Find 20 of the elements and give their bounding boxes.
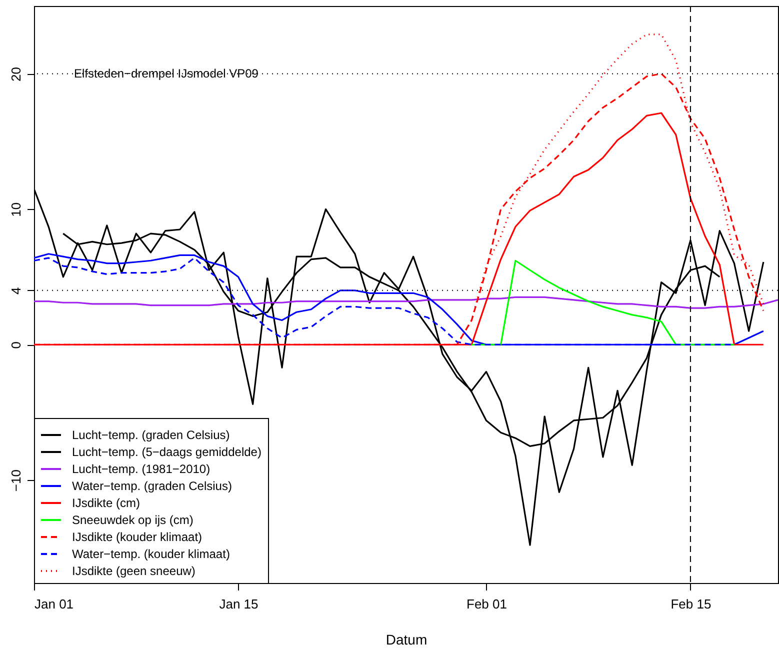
legend-label: IJsdikte (geen sneeuw) (72, 564, 196, 578)
y-tick-label: 0 (8, 342, 24, 349)
y-tick-label: 4 (8, 287, 24, 295)
x-tick-label: Jan 15 (219, 596, 258, 612)
legend-label: IJsdikte (cm) (72, 496, 140, 510)
ref-line-label: Elfsteden−drempel IJsmodel VP09 (74, 66, 259, 81)
y-tick-label: 20 (8, 66, 24, 82)
legend-label: Lucht−temp. (graden Celsius) (72, 428, 230, 442)
x-tick-label: Feb 15 (670, 596, 712, 612)
x-tick-label: Feb 01 (466, 596, 507, 612)
legend-label: Water−temp. (kouder klimaat) (72, 547, 230, 561)
legend-label: Lucht−temp. (1981−2010) (72, 462, 210, 476)
legend-label: Sneeuwdek op ijs (cm) (72, 513, 194, 527)
y-tick-label: 10 (8, 202, 24, 217)
legend-label: IJsdikte (kouder klimaat) (72, 530, 202, 544)
x-axis-title: Datum (386, 632, 428, 648)
legend-label: Water−temp. (graden Celsius) (72, 479, 232, 493)
legend-label: Lucht−temp. (5−daags gemiddelde) (72, 445, 262, 459)
y-tick-label: −10 (8, 470, 24, 492)
x-tick-label: Jan 01 (34, 596, 74, 612)
